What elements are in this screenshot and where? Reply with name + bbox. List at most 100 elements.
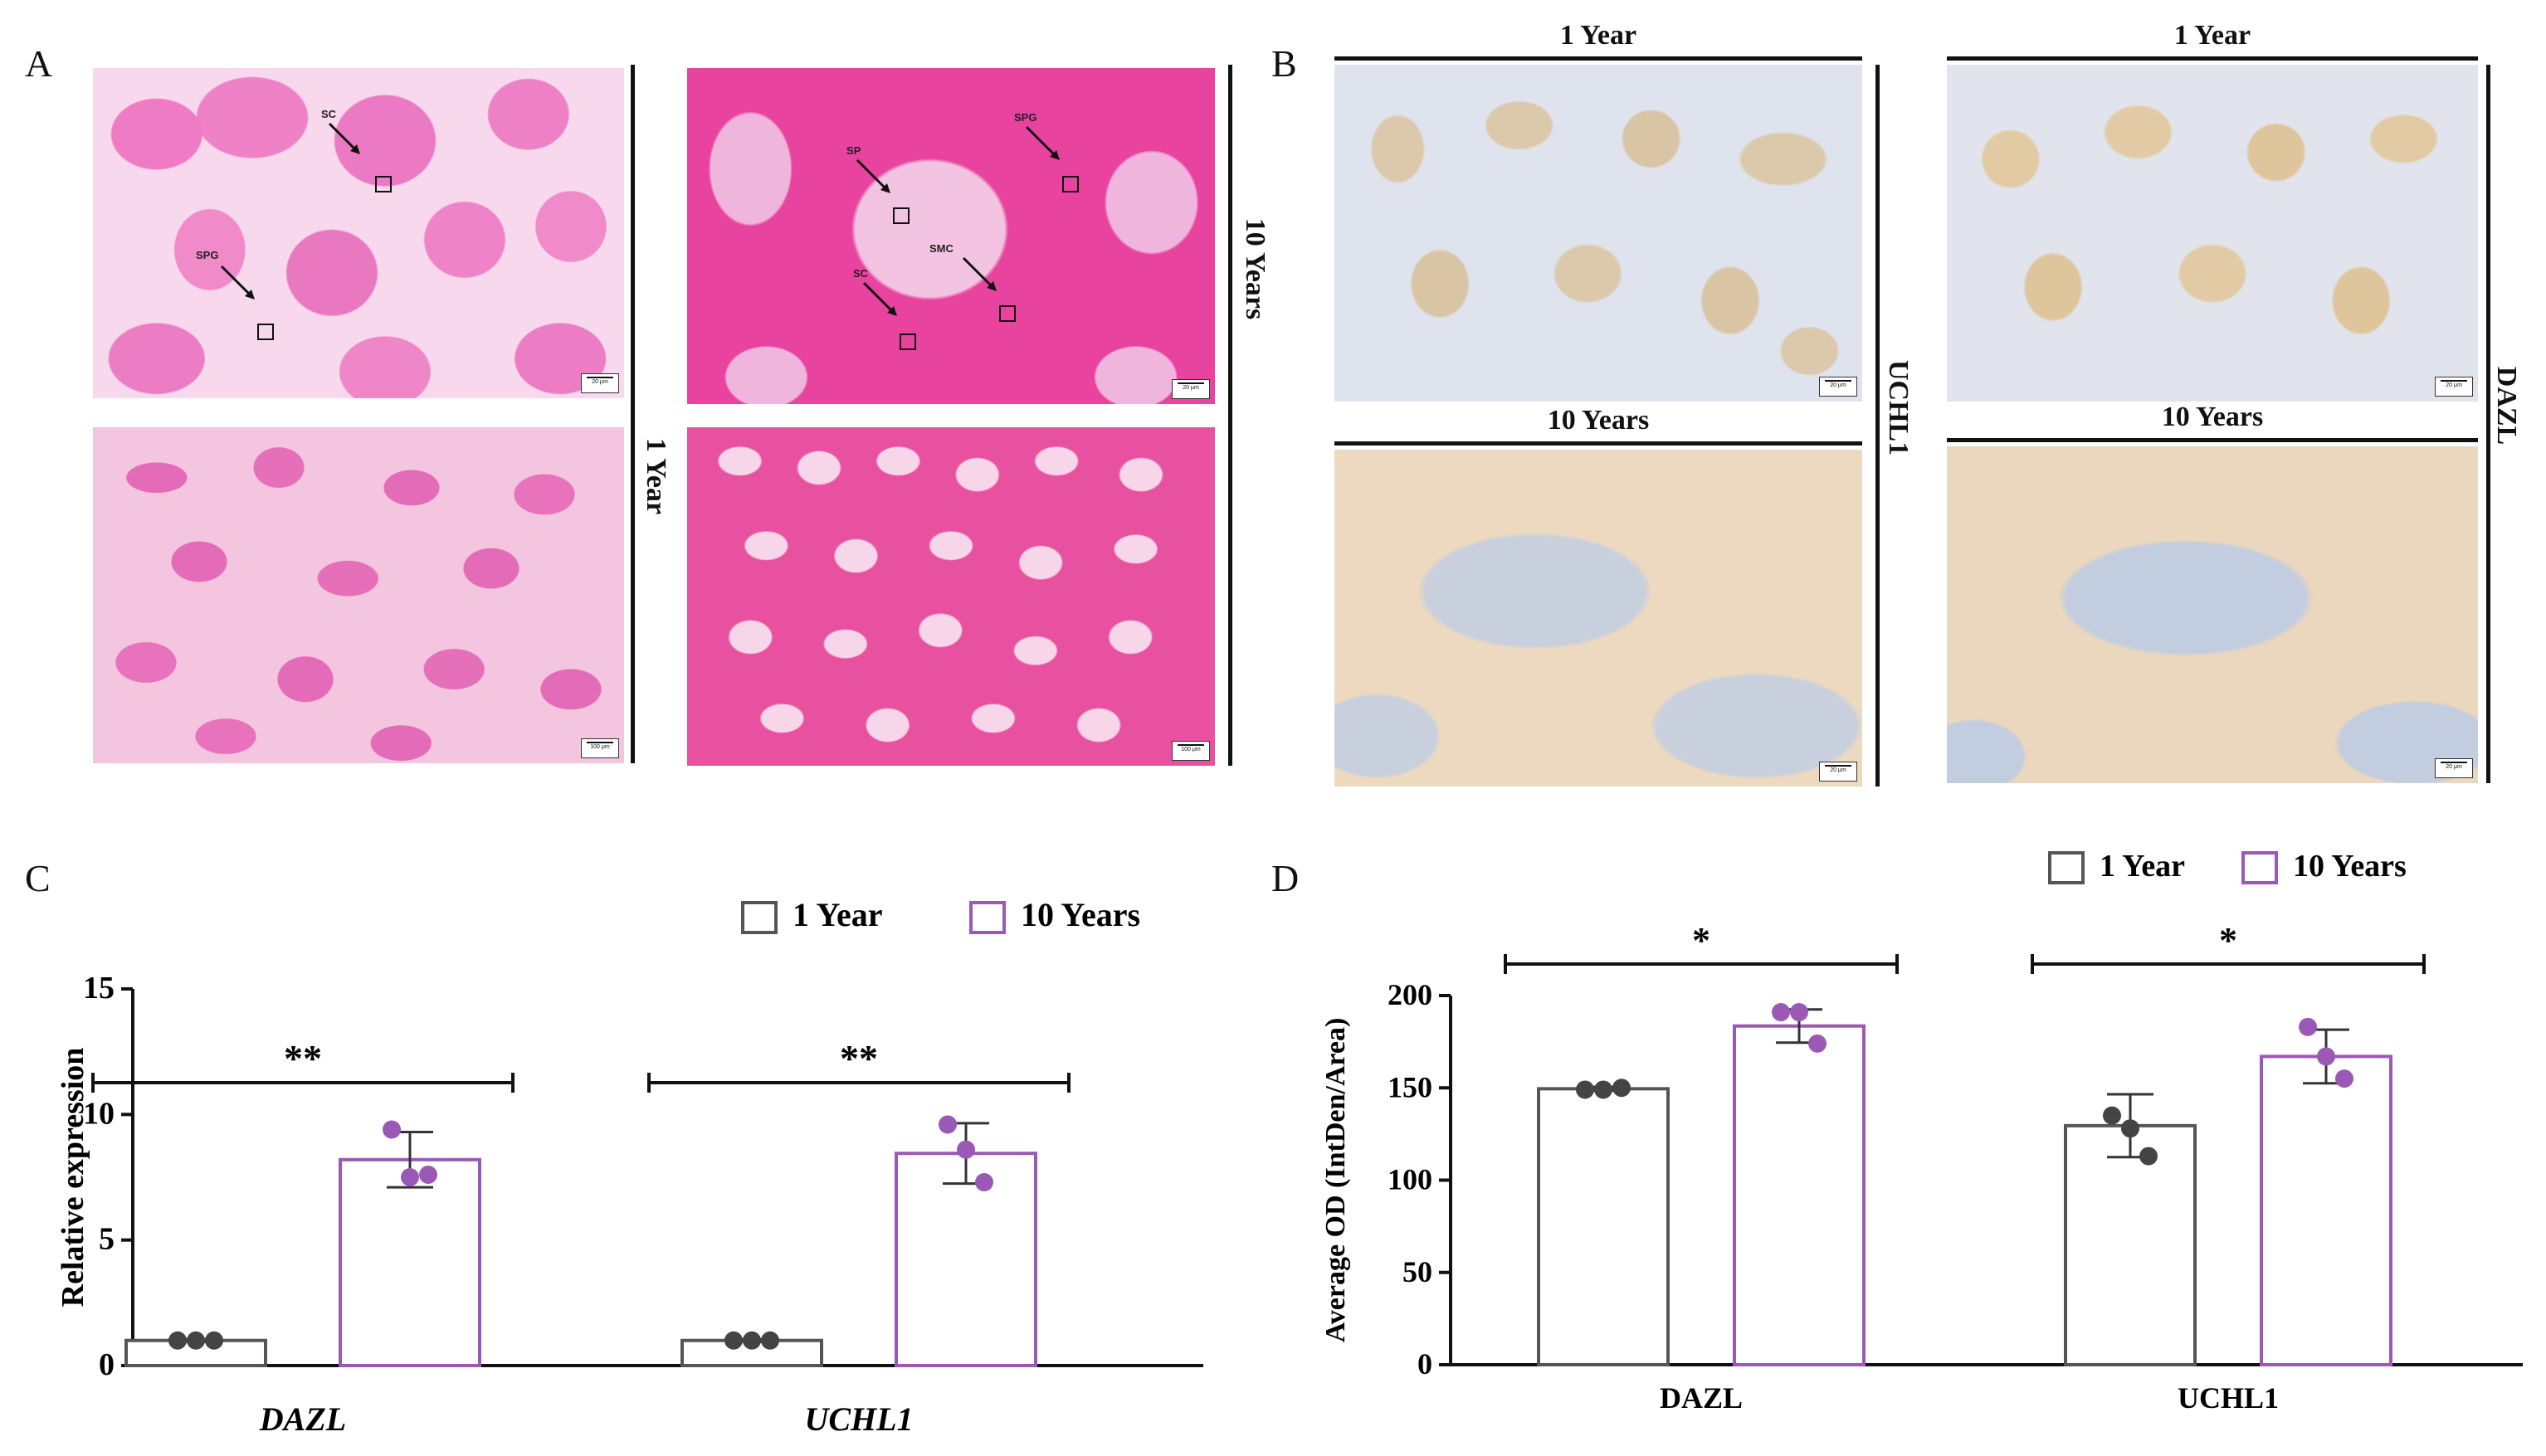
annotation-box: [257, 324, 274, 340]
data-point: [2335, 1069, 2353, 1088]
scale-bar: 20 μm: [2435, 377, 2473, 397]
data-point: [975, 1173, 993, 1192]
annotation-sc: SC: [853, 267, 869, 280]
annotation-smc: SMC: [929, 242, 954, 255]
panel-label-a: A: [25, 42, 53, 85]
panel-label-c: C: [25, 857, 51, 899]
data-point: [401, 1168, 419, 1186]
data-point: [957, 1140, 975, 1159]
y-tick-label: 50: [1402, 1255, 1432, 1288]
data-point: [2317, 1047, 2335, 1066]
group-divider-10years: [1228, 65, 1232, 766]
data-point: [205, 1331, 223, 1350]
annotation-spg: SPG: [1014, 111, 1037, 124]
data-point: [1576, 1080, 1594, 1099]
data-point: [383, 1120, 401, 1139]
annotation-spg: SPG: [196, 249, 219, 261]
legend-label: 1 Year: [793, 896, 882, 933]
bar-chart-relative-expression: 0 5 10 15 Relative expression ** DAZL ** UCHL1 1 …: [56, 896, 1203, 1435]
label-ucHL1: UCHL1: [1883, 360, 1914, 456]
data-point: [724, 1331, 743, 1350]
annotation-arrow: [220, 265, 255, 299]
bar-uchl1-1year: [2064, 1123, 2197, 1366]
he-10year-high-mag-image: SP SPG SMC SC 20 μm: [687, 68, 1215, 404]
data-point: [168, 1331, 187, 1350]
he-1year-high-mag-image: SC SPG 20 μm: [93, 68, 624, 398]
annotation-box: [900, 334, 916, 350]
legend-label: 10 Years: [2293, 849, 2407, 884]
header-line: [1334, 441, 1862, 446]
he-10year-low-mag-image: 100 μm: [687, 427, 1215, 766]
y-tick-label: 200: [1388, 978, 1432, 1011]
bar-chart-average-od: 0 50 100 150 200 Average OD (IntDen/Area) * DAZ…: [1320, 849, 2523, 1415]
legend-swatch: [2048, 851, 2085, 884]
group-divider-ucHL1: [1875, 65, 1880, 786]
bar-uchl1-10years: [895, 1152, 1037, 1367]
annotation-arrow: [856, 158, 890, 193]
x-tick-label: DAZL: [1660, 1381, 1743, 1415]
panel-label-b: B: [1271, 42, 1297, 85]
significance-marker: **: [840, 1037, 878, 1079]
data-point: [1772, 1003, 1790, 1022]
legend-swatch: [969, 901, 1006, 934]
legend-swatch: [741, 901, 778, 934]
y-tick-label: 5: [99, 1222, 115, 1257]
data-point: [761, 1331, 779, 1350]
y-tick-label: 150: [1388, 1070, 1432, 1103]
y-axis-label: Relative expression: [56, 1048, 90, 1307]
ihc-ucHL1-1year-image: 20 μm: [1334, 65, 1862, 402]
bar-dazl-10years: [1733, 1024, 1866, 1366]
label-10-years-ucHL1: 10 Years: [1547, 405, 1650, 436]
x-tick-label: UCHL1: [804, 1400, 913, 1435]
legend-label: 1 Year: [2100, 849, 2185, 884]
header-line: [1334, 56, 1862, 61]
annotation-sp: SP: [846, 144, 861, 157]
significance-marker: *: [1692, 920, 1710, 961]
data-point: [419, 1165, 437, 1184]
bar-dazl-1year: [1537, 1087, 1670, 1366]
y-tick-label: 10: [83, 1096, 115, 1131]
annotation-box: [1062, 176, 1079, 192]
bar-dazl-10years: [339, 1157, 481, 1367]
ihc-ucHL1-10years-image: 20 μm: [1334, 450, 1862, 786]
significance-marker: *: [2219, 920, 2237, 961]
data-point: [2299, 1017, 2317, 1036]
annotation-box: [375, 176, 392, 192]
label-1-year-ucHL1: 1 Year: [1559, 20, 1637, 51]
scale-bar: 20 μm: [1819, 377, 1857, 397]
annotation-box: [999, 305, 1016, 322]
label-10-years: 10 Years: [1240, 217, 1271, 320]
group-divider-dazl: [2486, 65, 2490, 783]
annotation-box: [893, 207, 910, 224]
data-point: [1612, 1079, 1631, 1098]
ihc-dazl-1year-image: 20 μm: [1947, 65, 2478, 402]
he-1year-low-mag-image: 100 μm: [93, 427, 624, 763]
scale-bar: 100 μm: [1172, 741, 1210, 761]
data-point: [939, 1115, 957, 1134]
y-tick-label: 0: [99, 1347, 115, 1382]
annotation-arrow: [1025, 125, 1060, 160]
data-point: [1594, 1080, 1612, 1099]
x-tick-label: DAZL: [259, 1400, 346, 1435]
significance-marker: **: [284, 1037, 322, 1079]
annotation-arrow: [962, 256, 997, 291]
legend-swatch: [2241, 851, 2278, 884]
scale-bar: 20 μm: [1172, 379, 1210, 399]
y-tick-label: 15: [83, 971, 115, 1006]
scale-bar: 100 μm: [581, 738, 619, 758]
header-line: [1947, 438, 2478, 442]
data-point: [187, 1331, 205, 1350]
bar-uchl1-10years: [2260, 1054, 2392, 1366]
data-point: [743, 1331, 761, 1350]
annotation-arrow: [328, 122, 360, 154]
annotation-sc: SC: [321, 108, 337, 120]
label-10-years-dazl: 10 Years: [2161, 402, 2264, 432]
label-1-year-dazl: 1 Year: [2173, 20, 2251, 51]
bar-uchl1-1year: [680, 1338, 823, 1368]
panel-label-d: D: [1271, 857, 1300, 899]
ihc-dazl-10years-image: 20 μm: [1947, 446, 2478, 783]
header-line: [1947, 56, 2478, 61]
data-point: [2103, 1106, 2121, 1125]
y-tick-label: 100: [1388, 1163, 1432, 1196]
legend-label: 10 Years: [1021, 896, 1140, 933]
